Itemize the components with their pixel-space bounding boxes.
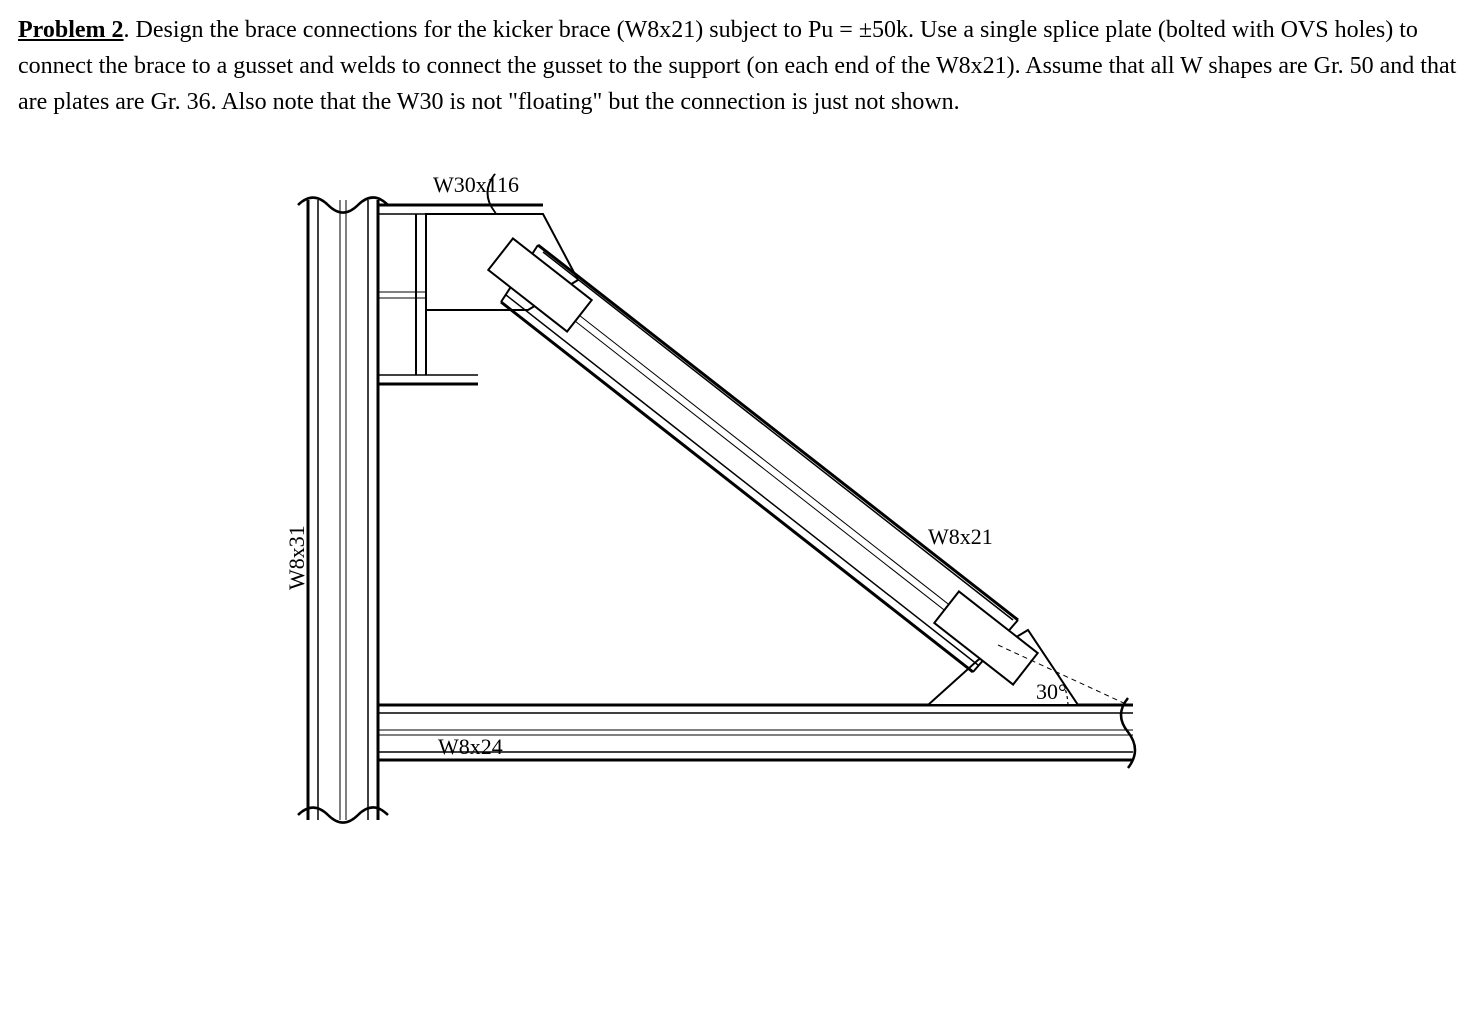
structural-diagram: W30x116 W8x31 W8x21 W8x24 30° xyxy=(258,150,1158,850)
problem-statement: Problem 2. Design the brace connections … xyxy=(18,12,1464,120)
label-brace: W8x21 xyxy=(928,520,993,553)
label-angle: 30° xyxy=(1036,675,1067,708)
column-w8x31 xyxy=(298,198,388,823)
problem-label: Problem 2 xyxy=(18,17,124,43)
label-top-beam: W30x116 xyxy=(433,168,519,201)
label-column: W8x31 xyxy=(280,525,313,590)
problem-body: . Design the brace connections for the k… xyxy=(18,17,1456,115)
label-bottom-beam: W8x24 xyxy=(438,730,503,763)
diagram-svg xyxy=(258,150,1158,850)
